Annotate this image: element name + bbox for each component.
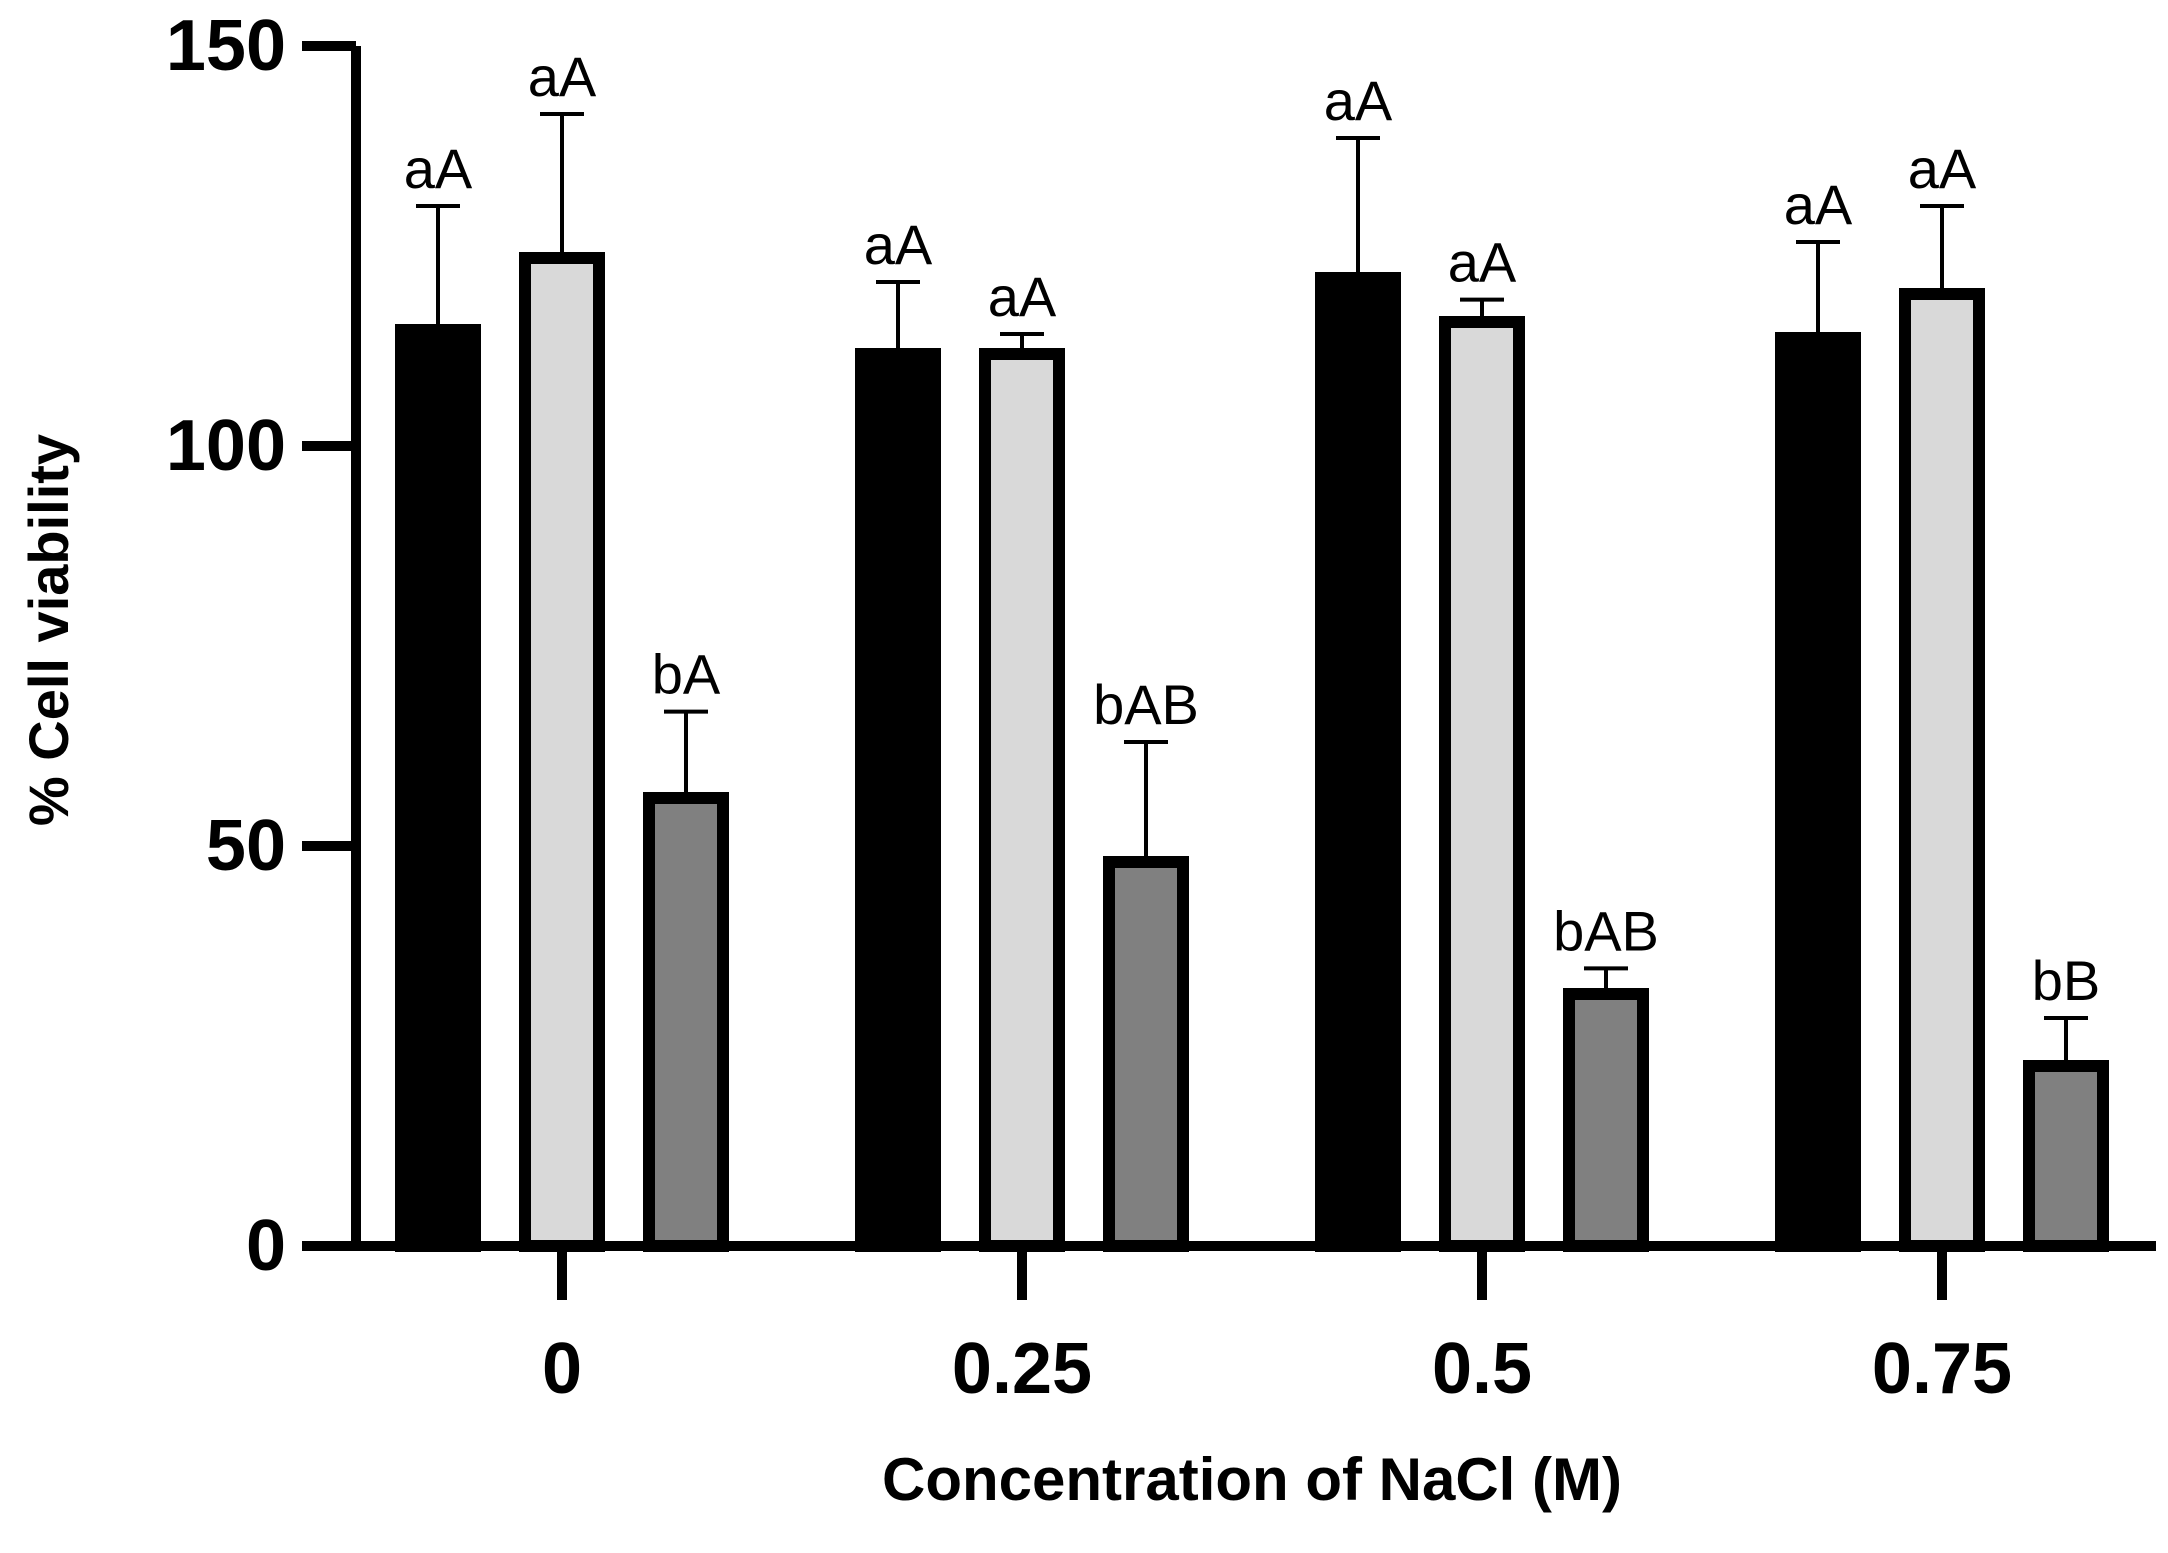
significance-label-series-1-0: aA [404,137,473,200]
bar-series-2-0.75 [1899,288,1985,1252]
bar-series-3-0.5 [1563,988,1649,1252]
y-tick-label-50: 50 [206,806,286,886]
y-tick-label-0: 0 [246,1206,286,1286]
significance-label-series-3-0.5: bAB [1553,899,1659,962]
bar-series-1-0.5 [1315,272,1401,1252]
significance-label-series-1-0.5: aA [1324,69,1393,132]
bar-series-2-0 [519,252,605,1252]
bar-series-3-0.75 [2023,1060,2109,1252]
bar-series-1-0.25 [855,348,941,1252]
bar-series-3-0.25 [1103,856,1189,1252]
bar-series-3-0 [643,792,729,1252]
significance-label-series-1-0.25: aA [864,213,933,276]
bar-series-1-0.75 [1775,332,1861,1252]
significance-label-series-2-0.75: aA [1908,137,1977,200]
y-tick-label-100: 100 [166,406,286,486]
x-axis-title: Concentration of NaCl (M) [882,1446,1622,1513]
significance-label-series-3-0: bA [652,643,721,706]
significance-label-series-2-0.25: aA [988,265,1057,328]
significance-label-series-1-0.75: aA [1784,173,1853,236]
y-tick-label-150: 150 [166,6,286,86]
bar-series-2-0.25 [979,348,1065,1252]
x-tick-label-0.25: 0.25 [952,1329,1092,1409]
y-axis-title: % Cell viability [17,434,80,826]
axes-layer [351,46,2156,1251]
significance-label-series-2-0: aA [528,45,597,108]
significance-label-series-3-0.25: bAB [1093,673,1199,736]
significance-label-series-2-0.5: aA [1448,231,1517,294]
x-tick-label-0.75: 0.75 [1872,1329,2012,1409]
bar-series-2-0.5 [1439,316,1525,1252]
bars-layer: aA aA aA aA aA aA aA aA bA bAB bAB bB [395,45,2109,1252]
x-tick-label-0: 0 [542,1329,582,1409]
x-tick-label-0.5: 0.5 [1432,1329,1532,1409]
bar-series-1-0 [395,324,481,1252]
significance-label-series-3-0.75: bB [2032,949,2101,1012]
ticks-layer: 0 50 100 150 0 0.25 0.5 0.75 [166,6,2012,1409]
